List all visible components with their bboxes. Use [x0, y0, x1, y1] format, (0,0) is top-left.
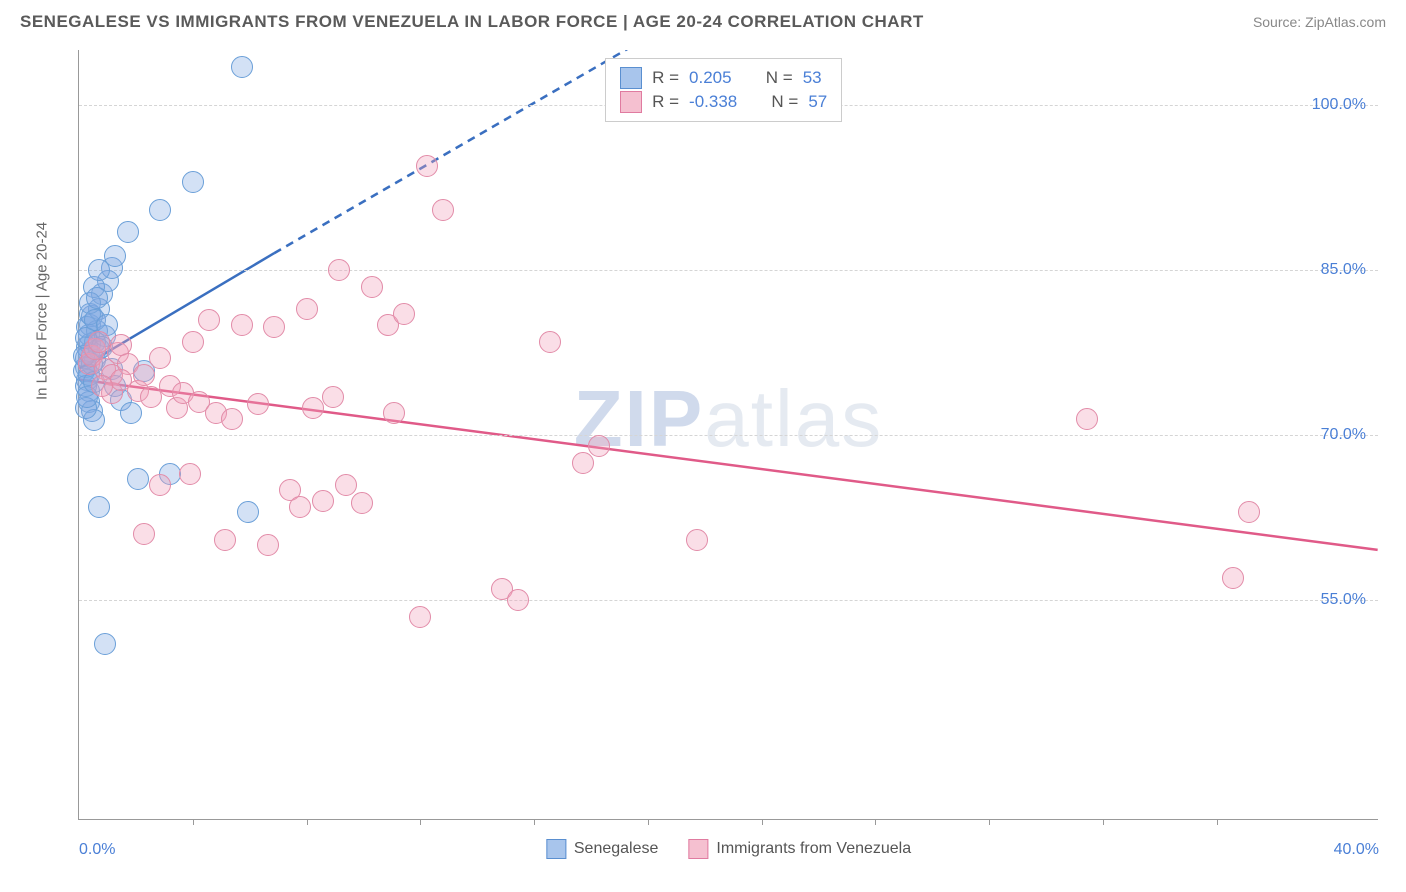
x-tick [875, 819, 876, 825]
legend-swatch [620, 91, 642, 113]
y-axis-title: In Labor Force | Age 20-24 [34, 222, 51, 400]
scatter-point [237, 501, 259, 523]
scatter-point [257, 534, 279, 556]
scatter-point [88, 259, 110, 281]
chart-title: SENEGALESE VS IMMIGRANTS FROM VENEZUELA … [20, 12, 924, 32]
y-tick-label: 100.0% [1312, 96, 1366, 114]
stats-row: R = 0.205 N = 53 [620, 67, 827, 89]
scatter-point [409, 606, 431, 628]
x-tick-label: 0.0% [79, 841, 115, 859]
y-tick-label: 70.0% [1321, 426, 1366, 444]
grid-line-h [79, 600, 1378, 601]
scatter-point [179, 463, 201, 485]
stats-box: R = 0.205 N = 53R = -0.338 N = 57 [605, 58, 842, 122]
stats-value-n: 57 [808, 92, 827, 112]
watermark: ZIPatlas [574, 373, 883, 465]
scatter-point [120, 402, 142, 424]
scatter-point [117, 221, 139, 243]
scatter-point [198, 309, 220, 331]
stats-value-r: 0.205 [689, 68, 732, 88]
x-tick [420, 819, 421, 825]
scatter-point [127, 468, 149, 490]
legend-label: Senegalese [574, 840, 659, 858]
scatter-point [328, 259, 350, 281]
scatter-point [572, 452, 594, 474]
scatter-point [539, 331, 561, 353]
scatter-point [140, 386, 162, 408]
scatter-point [214, 529, 236, 551]
scatter-point [393, 303, 415, 325]
scatter-point [335, 474, 357, 496]
scatter-point [94, 633, 116, 655]
x-tick [1217, 819, 1218, 825]
scatter-point [247, 393, 269, 415]
stats-value-n: 53 [803, 68, 822, 88]
scatter-point [361, 276, 383, 298]
scatter-point [1076, 408, 1098, 430]
scatter-point [289, 496, 311, 518]
stats-label-n: N = [771, 92, 798, 112]
x-tick [193, 819, 194, 825]
scatter-point [133, 523, 155, 545]
grid-line-h [79, 270, 1378, 271]
scatter-point [263, 316, 285, 338]
stats-row: R = -0.338 N = 57 [620, 91, 827, 113]
scatter-point [296, 298, 318, 320]
scatter-point [322, 386, 344, 408]
stats-label-r: R = [652, 68, 679, 88]
x-tick [762, 819, 763, 825]
legend-label: Immigrants from Venezuela [716, 840, 911, 858]
x-tick [534, 819, 535, 825]
scatter-point [686, 529, 708, 551]
legend-swatch [546, 839, 566, 859]
scatter-point [383, 402, 405, 424]
scatter-point [182, 331, 204, 353]
scatter-point [351, 492, 373, 514]
y-tick-label: 55.0% [1321, 591, 1366, 609]
scatter-point [1222, 567, 1244, 589]
x-tick [989, 819, 990, 825]
scatter-point [88, 331, 110, 353]
scatter-point [221, 408, 243, 430]
y-tick-label: 85.0% [1321, 261, 1366, 279]
scatter-point [182, 171, 204, 193]
scatter-point [588, 435, 610, 457]
legend-item: Immigrants from Venezuela [688, 839, 911, 859]
legend-item: Senegalese [546, 839, 659, 859]
scatter-point [149, 474, 171, 496]
stats-label-r: R = [652, 92, 679, 112]
x-tick [307, 819, 308, 825]
scatter-point [416, 155, 438, 177]
scatter-point [86, 287, 108, 309]
legend-swatch [620, 67, 642, 89]
chart-container: ZIPatlas 55.0%70.0%85.0%100.0%0.0%40.0%R… [50, 50, 1390, 840]
scatter-point [302, 397, 324, 419]
scatter-point [91, 375, 113, 397]
scatter-point [1238, 501, 1260, 523]
scatter-point [507, 589, 529, 611]
chart-header: SENEGALESE VS IMMIGRANTS FROM VENEZUELA … [0, 0, 1406, 40]
scatter-point [231, 314, 253, 336]
scatter-point [88, 496, 110, 518]
scatter-point [432, 199, 454, 221]
watermark-light: atlas [704, 374, 883, 463]
x-tick-label: 40.0% [1334, 841, 1379, 859]
scatter-point [149, 199, 171, 221]
x-tick [1103, 819, 1104, 825]
scatter-point [133, 364, 155, 386]
x-tick [648, 819, 649, 825]
grid-line-h [79, 435, 1378, 436]
stats-label-n: N = [766, 68, 793, 88]
scatter-point [312, 490, 334, 512]
plot-area: ZIPatlas 55.0%70.0%85.0%100.0%0.0%40.0%R… [78, 50, 1378, 820]
legend-swatch [688, 839, 708, 859]
bottom-legend: Senegalese Immigrants from Venezuela [546, 839, 911, 859]
scatter-point [149, 347, 171, 369]
scatter-point [231, 56, 253, 78]
scatter-point [110, 369, 132, 391]
chart-source: Source: ZipAtlas.com [1253, 14, 1386, 30]
stats-value-r: -0.338 [689, 92, 737, 112]
